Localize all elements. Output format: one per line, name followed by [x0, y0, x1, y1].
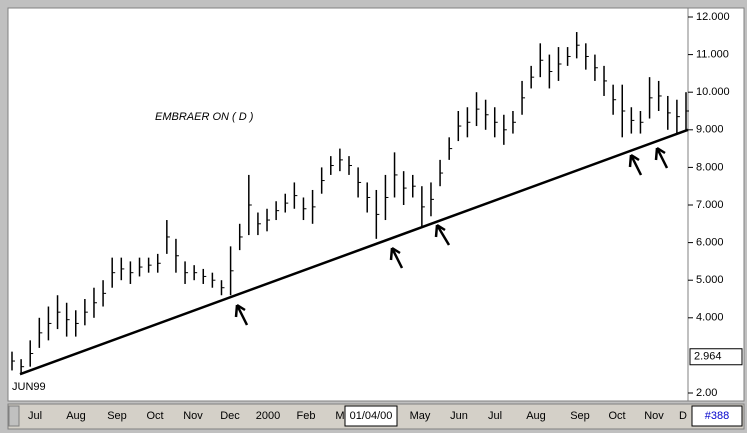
- arrows: [234, 146, 669, 326]
- x-tick-label: Aug: [66, 410, 86, 422]
- arrow: [628, 153, 643, 176]
- x-tick-label: Jul: [28, 410, 42, 422]
- x-tick-label: Jun: [450, 410, 468, 422]
- x-tick-label: 2000: [256, 410, 280, 422]
- y-tick-label: 6.000: [696, 237, 724, 249]
- y-tick-label: 5.000: [696, 274, 724, 286]
- y-tick-label: 9.000: [696, 124, 724, 136]
- axis-panel: [687, 7, 745, 402]
- trend-line: [19, 128, 689, 376]
- y-tick-label: 2.00: [696, 387, 717, 399]
- y-tick-label: 12.000: [696, 11, 730, 23]
- x-tick-label: Aug: [526, 410, 546, 422]
- x-tick-label: Nov: [644, 410, 664, 422]
- x-tick-label: Sep: [570, 410, 590, 422]
- x-tick-label: D: [679, 410, 687, 422]
- plot-area: [7, 7, 689, 402]
- x-tick-label: Nov: [183, 410, 203, 422]
- chart-title: EMBRAER ON ( D ): [155, 111, 254, 123]
- cursor-box: [344, 405, 398, 427]
- record-box[interactable]: [691, 405, 743, 427]
- y-tick-label: 10.000: [696, 86, 730, 98]
- arrow: [234, 303, 249, 326]
- scroll-button[interactable]: [8, 405, 20, 427]
- x-tick-label: M: [335, 410, 344, 422]
- arrow: [434, 223, 451, 246]
- y-tick-label: 4.000: [696, 312, 724, 324]
- y-tick-label: 7.000: [696, 199, 724, 211]
- x-tick-label: Jul: [488, 410, 502, 422]
- arrow: [654, 146, 669, 169]
- x-tick-label: Dec: [220, 410, 240, 422]
- y-tick-label: 11.000: [696, 49, 729, 61]
- y-tick-label: 8.000: [696, 161, 724, 173]
- x-tick-label: Oct: [146, 410, 163, 422]
- start-label: JUN99: [12, 381, 46, 393]
- last-value-label: 2.964: [694, 351, 722, 363]
- x-tick-label: Oct: [608, 410, 625, 422]
- x-tick-label: Feb: [297, 410, 316, 422]
- last-value-box: [689, 348, 743, 366]
- x-tick-label: Sep: [107, 410, 127, 422]
- record-count[interactable]: #388: [705, 410, 729, 422]
- arrow: [389, 246, 404, 269]
- x-tick-label: May: [410, 410, 431, 422]
- cursor-date: 01/04/00: [350, 410, 393, 422]
